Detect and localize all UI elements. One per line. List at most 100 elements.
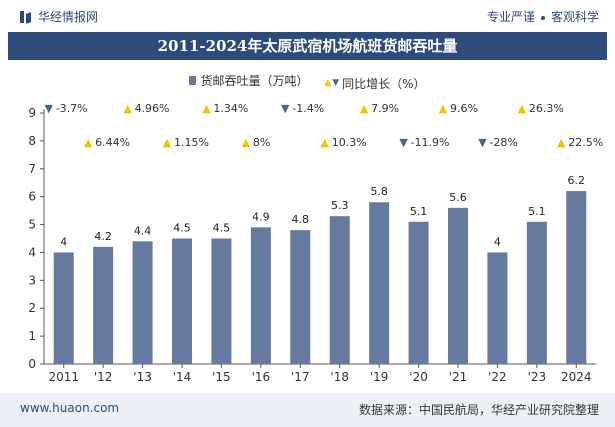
footer: www.huaon.com 数据来源：中国民航局，华经产业研究院整理 [0, 393, 615, 427]
x-tick-label: '15 [212, 370, 231, 384]
growth-label: 1.15% [174, 136, 209, 149]
growth-label: 7.9% [371, 102, 399, 115]
x-tick-label: '21 [449, 370, 468, 384]
bar [566, 191, 587, 364]
triangle-down-icon: ▼ [332, 78, 340, 88]
y-tick-label: 2 [28, 301, 36, 315]
bar-value-label: 5.6 [449, 191, 467, 204]
y-tick-label: 9 [28, 106, 36, 120]
growth-up-triangle-icon: ▲ [163, 136, 172, 149]
y-tick-label: 4 [28, 245, 36, 259]
growth-up-triangle-icon: ▲ [320, 136, 329, 149]
growth-label: 10.3% [332, 136, 367, 149]
bullet-dot-icon [540, 15, 545, 20]
growth-up-triangle-icon: ▲ [518, 102, 527, 115]
bar-value-label: 6.2 [568, 174, 586, 187]
bar [211, 238, 232, 364]
legend-item-growth: ▲ ▼ 同比增长（%） [324, 75, 425, 92]
brand-name: 华经情报网 [38, 10, 99, 24]
growth-down-triangle-icon: ▼ [281, 102, 290, 115]
website-link[interactable]: www.huaon.com [20, 401, 120, 415]
growth-label: 1.34% [213, 102, 248, 115]
bar [250, 227, 271, 364]
y-tick-label: 1 [28, 329, 36, 343]
y-tick-label: 6 [28, 190, 36, 204]
growth-label: 26.3% [529, 102, 564, 115]
data-source: 数据来源：中国民航局，华经产业研究院整理 [358, 403, 599, 417]
growth-up-triangle-icon: ▲ [557, 136, 566, 149]
bar [290, 230, 311, 364]
bar-value-label: 4.8 [292, 213, 310, 226]
growth-label: 4.96% [135, 102, 170, 115]
bar [526, 221, 547, 364]
legend-label-growth: 同比增长（%） [342, 76, 426, 91]
growth-label: 6.44% [95, 136, 130, 149]
bar [369, 202, 390, 364]
growth-down-triangle-icon: ▼ [399, 136, 408, 149]
slogan-left: 专业严谨 [486, 10, 535, 24]
x-tick-label: '18 [330, 370, 349, 384]
bar [408, 221, 429, 364]
slogan-right: 客观科学 [550, 10, 599, 24]
y-tick-label: 3 [28, 273, 36, 287]
y-tick-label: 0 [28, 357, 36, 371]
legend-label-volume: 货邮吞吐量（万吨） [200, 74, 309, 88]
growth-label: 9.6% [450, 102, 478, 115]
x-tick-label: 2024 [561, 370, 592, 384]
growth-label: 22.5% [568, 136, 603, 149]
growth-up-triangle-icon: ▲ [84, 136, 93, 149]
x-tick-label: '22 [488, 370, 507, 384]
x-tick-label: '19 [370, 370, 389, 384]
growth-up-triangle-icon: ▲ [202, 102, 211, 115]
bar [93, 246, 114, 364]
growth-up-triangle-icon: ▲ [360, 102, 369, 115]
bar [487, 252, 508, 364]
bar [329, 216, 350, 364]
bar [172, 238, 192, 364]
chart-legend: 货邮吞吐量（万吨） ▲ ▼ 同比增长（%） [0, 72, 615, 92]
y-tick-label: 5 [28, 218, 36, 232]
bar-value-label: 4.5 [213, 222, 231, 235]
brand[interactable]: 华经情报网 [20, 8, 98, 25]
x-tick-label: '23 [528, 370, 547, 384]
growth-down-triangle-icon: ▼ [478, 136, 487, 149]
x-tick-label: 2011 [48, 370, 79, 384]
x-tick-label: '20 [409, 370, 428, 384]
bar [448, 207, 468, 364]
bar [132, 241, 153, 364]
slogan: 专业严谨 客观科学 [487, 8, 599, 25]
growth-up-triangle-icon: ▲ [123, 102, 132, 115]
growth-up-triangle-icon: ▲ [242, 136, 251, 149]
top-bar: 华经情报网 专业严谨 客观科学 [0, 0, 615, 30]
growth-label: -11.9% [411, 136, 450, 149]
bar-value-label: 5.1 [410, 205, 428, 218]
x-tick-label: '12 [94, 370, 113, 384]
growth-label: -1.4% [292, 102, 324, 115]
legend-bar-swatch-icon [189, 76, 197, 85]
bar-value-label: 4.9 [252, 210, 270, 223]
bar [53, 252, 74, 364]
bar-value-label: 5.1 [528, 205, 546, 218]
legend-item-volume: 货邮吞吐量（万吨） [189, 72, 308, 89]
bar-value-label: 5.8 [370, 185, 388, 198]
brand-logo-icon [20, 10, 32, 24]
x-tick-label: '14 [173, 370, 192, 384]
bar-value-label: 4.4 [134, 224, 152, 237]
x-tick-label: '16 [252, 370, 271, 384]
bar-value-label: 4 [494, 235, 501, 248]
growth-label: 8% [253, 136, 270, 149]
y-tick-label: 8 [28, 134, 36, 148]
growth-label: -3.7% [56, 102, 88, 115]
triangle-up-icon: ▲ [324, 78, 332, 88]
bar-value-label: 4.5 [173, 222, 191, 235]
growth-label: -28% [489, 136, 517, 149]
bar-value-label: 5.3 [331, 199, 349, 212]
x-tick-label: '17 [291, 370, 310, 384]
x-tick-label: '13 [133, 370, 152, 384]
bar-value-label: 4 [60, 235, 67, 248]
growth-up-triangle-icon: ▲ [439, 102, 448, 115]
chart-title: 2011-2024年太原武宿机场航班货邮吞吐量 [8, 32, 607, 60]
growth-down-triangle-icon: ▼ [44, 102, 53, 115]
bar-value-label: 4.2 [94, 230, 112, 243]
